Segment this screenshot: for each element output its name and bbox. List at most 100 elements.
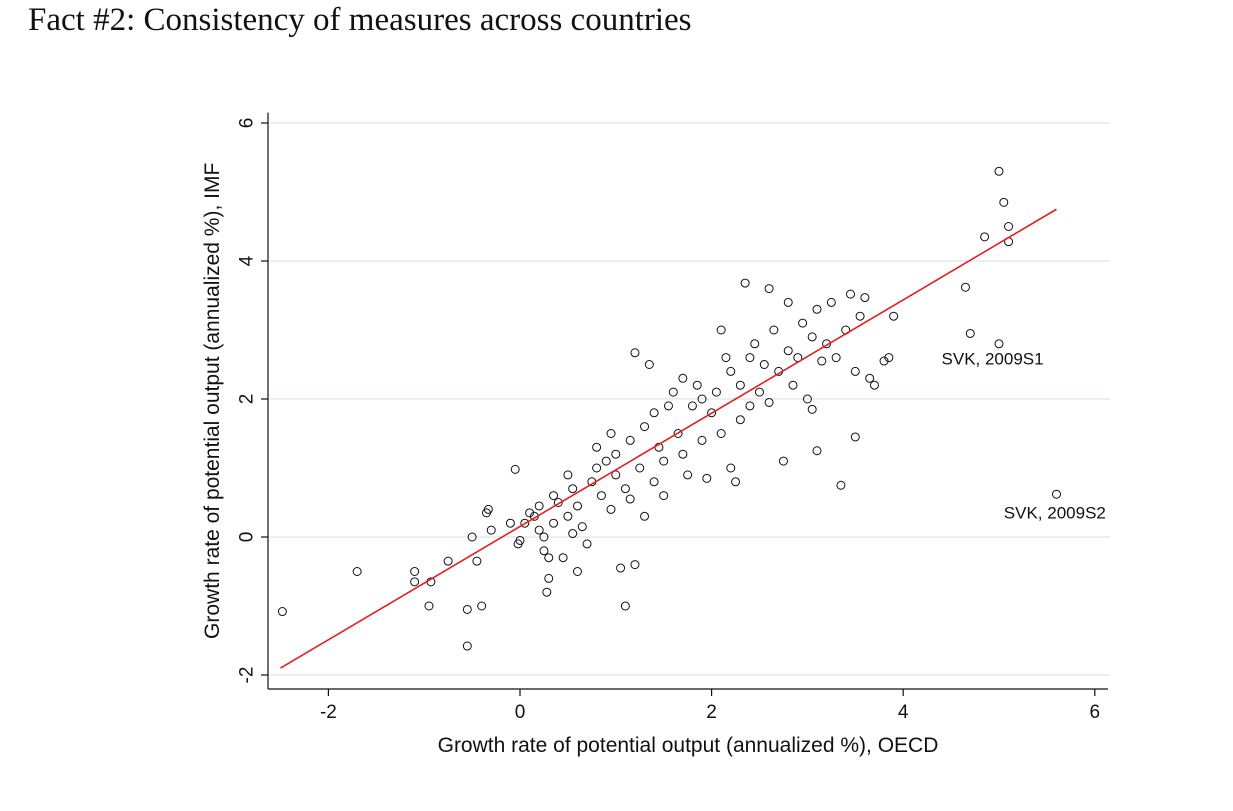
y-axis-title: Growth rate of potential output (annuali…	[201, 163, 224, 639]
data-point	[549, 491, 559, 501]
data-point	[424, 601, 434, 611]
data-point	[467, 532, 477, 542]
data-point	[640, 511, 650, 521]
data-point	[999, 197, 1009, 207]
data-point	[542, 587, 552, 597]
data-point	[850, 366, 860, 376]
data-point	[807, 332, 817, 342]
data-point	[462, 604, 472, 614]
data-point	[994, 339, 1004, 349]
x-tick-label: 6	[1090, 702, 1101, 723]
data-point	[663, 401, 673, 411]
x-tick-label: -2	[320, 702, 337, 723]
data-point	[726, 366, 736, 376]
data-point	[592, 442, 602, 452]
y-tick-label: -2	[237, 667, 258, 684]
data-point	[673, 429, 683, 438]
data-point	[410, 567, 420, 576]
data-point	[443, 556, 453, 566]
data-point	[850, 432, 860, 442]
data-point	[515, 535, 525, 545]
data-point	[558, 553, 568, 563]
data-point	[668, 387, 678, 397]
data-point	[726, 463, 736, 473]
data-point	[539, 546, 549, 556]
data-point	[697, 394, 707, 404]
data-point	[510, 464, 520, 474]
point-annotation: SVK, 2009S1	[942, 350, 1044, 369]
data-point	[716, 325, 726, 335]
data-point	[483, 504, 493, 514]
x-axis-title: Growth rate of potential output (annuali…	[438, 734, 939, 757]
fit-line	[280, 208, 1057, 669]
data-point	[802, 394, 812, 404]
data-point	[568, 529, 578, 539]
data-point	[831, 353, 841, 363]
data-point	[697, 435, 707, 445]
data-point	[534, 501, 544, 511]
data-point	[716, 429, 726, 438]
data-point	[534, 525, 544, 535]
point-annotation: SVK, 2009S2	[1004, 503, 1106, 522]
data-point	[644, 360, 654, 369]
x-tick-label: 2	[706, 702, 717, 723]
data-point	[678, 373, 688, 383]
data-point	[735, 415, 745, 425]
data-point	[601, 456, 611, 466]
data-point	[702, 473, 712, 483]
data-point	[659, 491, 669, 501]
data-point	[735, 380, 745, 390]
data-point	[687, 401, 697, 411]
data-point	[1051, 489, 1061, 499]
data-point	[620, 601, 630, 611]
data-point	[592, 463, 602, 473]
x-tick-label: 0	[515, 702, 526, 723]
axes: -2 0 2 4 6 -2 0 2 4 6	[237, 112, 1108, 723]
data-point	[740, 278, 750, 288]
data-point	[822, 339, 832, 349]
data-point	[606, 429, 616, 438]
data-point	[692, 380, 702, 390]
data-point	[352, 567, 362, 576]
data-point	[812, 304, 822, 314]
data-point	[721, 353, 731, 363]
data-point	[865, 373, 875, 383]
data-point	[472, 556, 482, 566]
data-point	[869, 380, 879, 390]
data-point	[759, 360, 769, 369]
data-point	[625, 435, 635, 445]
x-tick-label: 4	[898, 702, 909, 723]
data-point	[994, 166, 1004, 176]
data-point	[544, 553, 554, 563]
data-point	[960, 282, 970, 292]
fit-line-layer	[280, 208, 1057, 669]
data-point	[505, 518, 515, 528]
data-point	[745, 353, 755, 363]
data-point	[764, 397, 774, 407]
data-point	[630, 560, 640, 570]
y-tick-label: 6	[237, 118, 258, 129]
data-point	[855, 311, 865, 321]
data-point	[544, 573, 554, 583]
data-point	[807, 404, 817, 414]
y-tick-label: 0	[237, 532, 258, 543]
data-point	[884, 353, 894, 363]
data-point	[783, 297, 793, 307]
data-point	[755, 387, 764, 397]
data-point	[577, 522, 587, 532]
data-point	[836, 480, 846, 490]
data-point	[568, 484, 578, 494]
data-point	[277, 607, 287, 617]
data-point	[572, 567, 582, 576]
data-point	[980, 232, 990, 242]
data-point	[606, 504, 616, 514]
data-point	[769, 325, 779, 335]
data-point	[611, 449, 621, 459]
data-points	[277, 166, 1061, 651]
data-point	[683, 470, 693, 480]
data-point	[707, 408, 717, 418]
data-point	[764, 284, 774, 294]
data-point	[1004, 222, 1014, 231]
data-point	[563, 470, 573, 480]
data-point	[549, 518, 559, 528]
